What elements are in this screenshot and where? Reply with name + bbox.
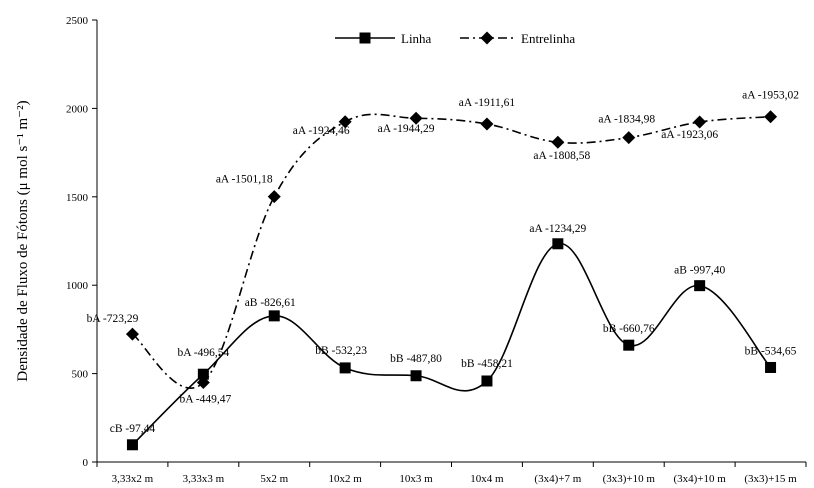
data-label: bA -723,29 xyxy=(87,313,139,325)
legend-marker-entrelinha xyxy=(480,31,494,45)
data-labels: cB -97,44 bA -496,54 aB -826,61 bB -532,23 b… xyxy=(87,90,800,435)
data-label: bB -487,80 xyxy=(390,353,442,365)
x-tick-label: (3x4)+10 m xyxy=(673,473,726,485)
data-point-entrelinha xyxy=(267,190,281,204)
data-point-entrelinha xyxy=(764,110,778,124)
y-ticks: 0 500 1000 1500 2000 2500 xyxy=(66,15,97,469)
data-point-entrelinha xyxy=(338,115,352,129)
data-point-linha xyxy=(197,368,209,380)
y-tick-label: 0 xyxy=(83,457,89,469)
x-tick-label: 10x4 m xyxy=(470,473,504,485)
x-tick-label: 5x2 m xyxy=(260,473,288,485)
x-tick-label: 10x3 m xyxy=(399,473,433,485)
y-tick-label: 500 xyxy=(72,369,89,381)
x-tick-label: 10x2 m xyxy=(328,473,362,485)
x-tick-label: (3x3)+15 m xyxy=(744,473,797,485)
data-label: aB -826,61 xyxy=(245,297,296,309)
data-point-linha xyxy=(623,339,635,351)
series-line-entrelinha xyxy=(131,113,771,389)
data-point-linha xyxy=(765,361,777,373)
data-point-entrelinha xyxy=(551,135,565,149)
data-point-entrelinha xyxy=(196,376,210,390)
series-entrelinha xyxy=(125,110,778,390)
data-label: cB -97,44 xyxy=(110,423,156,435)
data-label: bA -496,54 xyxy=(177,347,229,359)
legend-marker-linha xyxy=(359,32,371,44)
data-point-linha xyxy=(481,375,493,387)
data-label: aA -1953,02 xyxy=(742,90,799,102)
data-label: aB -997,40 xyxy=(674,265,725,277)
data-point-linha xyxy=(268,310,280,322)
data-label: aA -1234,29 xyxy=(529,223,586,235)
x-tick-label: 3,33x3 m xyxy=(183,473,225,485)
x-tick-label: 3,33x2 m xyxy=(112,473,154,485)
data-point-entrelinha xyxy=(622,131,636,145)
legend-label-linha: Linha xyxy=(401,31,432,46)
y-axis-label: Densidade de Fluxo de Fótons (μ mol s⁻¹ … xyxy=(15,100,31,381)
data-label: aA -1808,58 xyxy=(533,150,590,162)
data-point-linha xyxy=(552,238,564,250)
data-label: bB -532,23 xyxy=(315,345,367,357)
data-point-entrelinha xyxy=(409,111,423,125)
y-tick-label: 1000 xyxy=(66,280,89,292)
x-tick-label: (3x4)+7 m xyxy=(534,473,581,485)
data-point-linha xyxy=(126,439,138,451)
y-tick-label: 1500 xyxy=(66,192,89,204)
data-point-linha xyxy=(694,280,706,292)
x-tick-label: (3x3)+10 m xyxy=(603,473,656,485)
data-label: bB -458,21 xyxy=(461,358,513,370)
data-point-entrelinha xyxy=(693,115,707,129)
y-tick-label: 2000 xyxy=(66,103,89,115)
data-label: bB -660,76 xyxy=(603,323,655,335)
data-label: bA -449,47 xyxy=(179,394,231,406)
data-label: bB -534,65 xyxy=(745,345,797,357)
legend-label-entrelinha: Entrelinha xyxy=(521,31,575,46)
x-ticks: 3,33x2 m 3,33x3 m 5x2 m 10x2 m 10x3 m 10x4 m (… xyxy=(96,462,807,485)
series-layer xyxy=(125,110,778,451)
data-label: aA -1911,61 xyxy=(459,97,516,109)
y-tick-label: 2500 xyxy=(66,15,89,27)
data-label: aA -1834,98 xyxy=(598,114,655,126)
legend: Linha Entrelinha xyxy=(335,31,575,46)
data-point-entrelinha xyxy=(480,117,494,131)
data-label: aA -1923,06 xyxy=(661,129,718,141)
data-point-linha xyxy=(339,362,351,374)
data-label: aA -1501,18 xyxy=(216,174,273,186)
data-label: aA -1944,29 xyxy=(378,123,435,135)
series-linha xyxy=(126,238,777,451)
data-point-entrelinha xyxy=(125,327,139,341)
data-label: aA -1924,46 xyxy=(293,125,350,137)
data-point-linha xyxy=(410,370,422,382)
